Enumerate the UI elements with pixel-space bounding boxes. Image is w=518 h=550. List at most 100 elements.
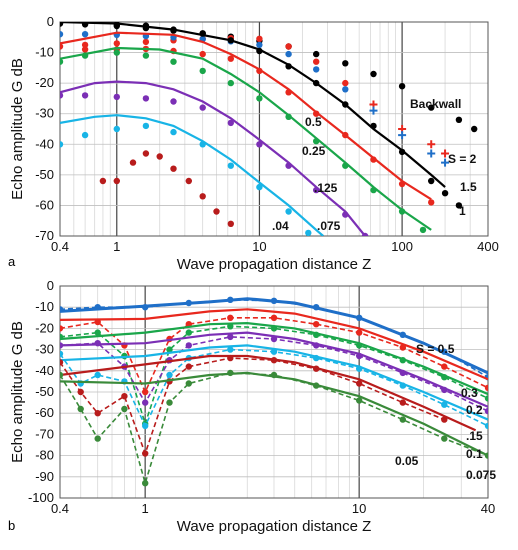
- data-point: [398, 180, 406, 188]
- data-point: [441, 374, 448, 381]
- series-S-0-5: [60, 296, 488, 381]
- data-point: [369, 106, 378, 115]
- data-point: [356, 380, 363, 387]
- annotation-label: 0.25: [302, 144, 326, 158]
- y-tick-label: -60: [35, 197, 54, 212]
- data-point: [213, 208, 220, 215]
- data-point: [441, 348, 448, 355]
- data-point: [399, 369, 406, 377]
- panel-a: 0.4 1 10 100 400 0 -10 -20 -30 -40 -50 -60 -70 Wave p…: [9, 14, 499, 273]
- data-point: [484, 395, 488, 402]
- data-point: [227, 37, 234, 44]
- y-axis-label: Echo amplitude G dB: [9, 58, 26, 200]
- series-curve: [60, 80, 366, 236]
- y-tick-label: -30: [35, 106, 54, 121]
- data-point: [370, 156, 377, 163]
- y-tick-label: -70: [35, 228, 54, 243]
- series-0-05: [60, 369, 488, 487]
- data-point: [399, 416, 406, 423]
- series-0-1: [60, 344, 488, 430]
- data-point: [441, 363, 448, 370]
- data-point: [313, 79, 320, 87]
- data-point: [227, 333, 234, 341]
- data-point: [227, 354, 234, 362]
- data-point: [60, 371, 64, 379]
- data-point: [142, 122, 150, 130]
- data-point: [142, 450, 149, 457]
- data-point: [398, 208, 406, 215]
- series-curve: [60, 46, 432, 231]
- data-point: [419, 226, 427, 234]
- data-point: [113, 125, 121, 133]
- data-point: [399, 399, 406, 406]
- x-tick-label: 1: [113, 239, 120, 254]
- data-point: [285, 113, 292, 121]
- y-axis-label: Echo amplitude G dB: [9, 321, 26, 463]
- data-point: [313, 50, 320, 58]
- data-point: [471, 125, 478, 133]
- annotation-label: S = 2: [448, 152, 477, 166]
- y-tick-label: -80: [35, 448, 54, 463]
- data-point: [166, 399, 173, 406]
- data-point: [77, 405, 84, 413]
- data-point: [113, 177, 121, 185]
- data-point: [356, 352, 363, 360]
- data-point: [142, 95, 150, 102]
- panel-b: 0.4 1 10 40 0 -10 -20 -30 -40 -50 -60 -70 -80 -90 -100…: [9, 278, 496, 535]
- data-point: [256, 41, 263, 49]
- data-point: [227, 220, 234, 227]
- series--075: [60, 114, 324, 236]
- data-point: [270, 348, 278, 355]
- data-point: [60, 359, 64, 366]
- data-point: [94, 371, 101, 379]
- data-point: [455, 116, 463, 124]
- data-point: [81, 22, 89, 27]
- data-point: [270, 357, 278, 364]
- y-tick-label: -30: [35, 342, 54, 357]
- data-point: [113, 40, 121, 47]
- data-point: [342, 211, 349, 218]
- data-point: [398, 148, 406, 156]
- series-0-25: [60, 46, 432, 234]
- data-point: [428, 104, 435, 111]
- data-point: [441, 386, 448, 394]
- data-point: [60, 306, 64, 313]
- data-point: [484, 452, 488, 459]
- data-point: [305, 229, 312, 236]
- data-point: [361, 232, 369, 236]
- data-point: [60, 342, 64, 349]
- annotation-label: .04: [272, 219, 289, 233]
- data-point: [399, 357, 406, 364]
- data-point: [256, 67, 263, 75]
- series-fit-dashed: [60, 372, 488, 487]
- data-point: [60, 31, 64, 38]
- data-point: [342, 101, 349, 108]
- data-point: [256, 95, 263, 102]
- data-point: [94, 304, 101, 311]
- y-tick-label: -10: [35, 299, 54, 314]
- annotation-label: 1.5: [460, 180, 477, 194]
- y-tick-label: -60: [35, 405, 54, 420]
- annotation-label: 0.2: [466, 403, 483, 417]
- series-curve: [60, 308, 488, 381]
- data-point: [356, 342, 363, 349]
- data-point: [356, 329, 363, 336]
- data-point: [285, 162, 292, 169]
- data-point: [142, 388, 149, 396]
- y-tick-label: -20: [35, 75, 54, 90]
- series-curve: [60, 31, 432, 201]
- annotation-label: .125: [314, 181, 338, 195]
- data-point: [185, 342, 192, 349]
- data-point: [313, 66, 320, 73]
- data-point: [77, 388, 84, 396]
- data-point: [313, 110, 320, 117]
- plot-frame: [59, 21, 489, 237]
- x-tick-label: 100: [391, 239, 413, 254]
- x-axis-label: Wave propagation distance Z: [177, 256, 372, 273]
- data-point: [185, 380, 192, 387]
- data-point: [285, 89, 292, 96]
- data-point: [428, 199, 435, 206]
- data-point: [199, 30, 206, 37]
- data-point: [227, 314, 234, 321]
- data-point: [285, 208, 292, 215]
